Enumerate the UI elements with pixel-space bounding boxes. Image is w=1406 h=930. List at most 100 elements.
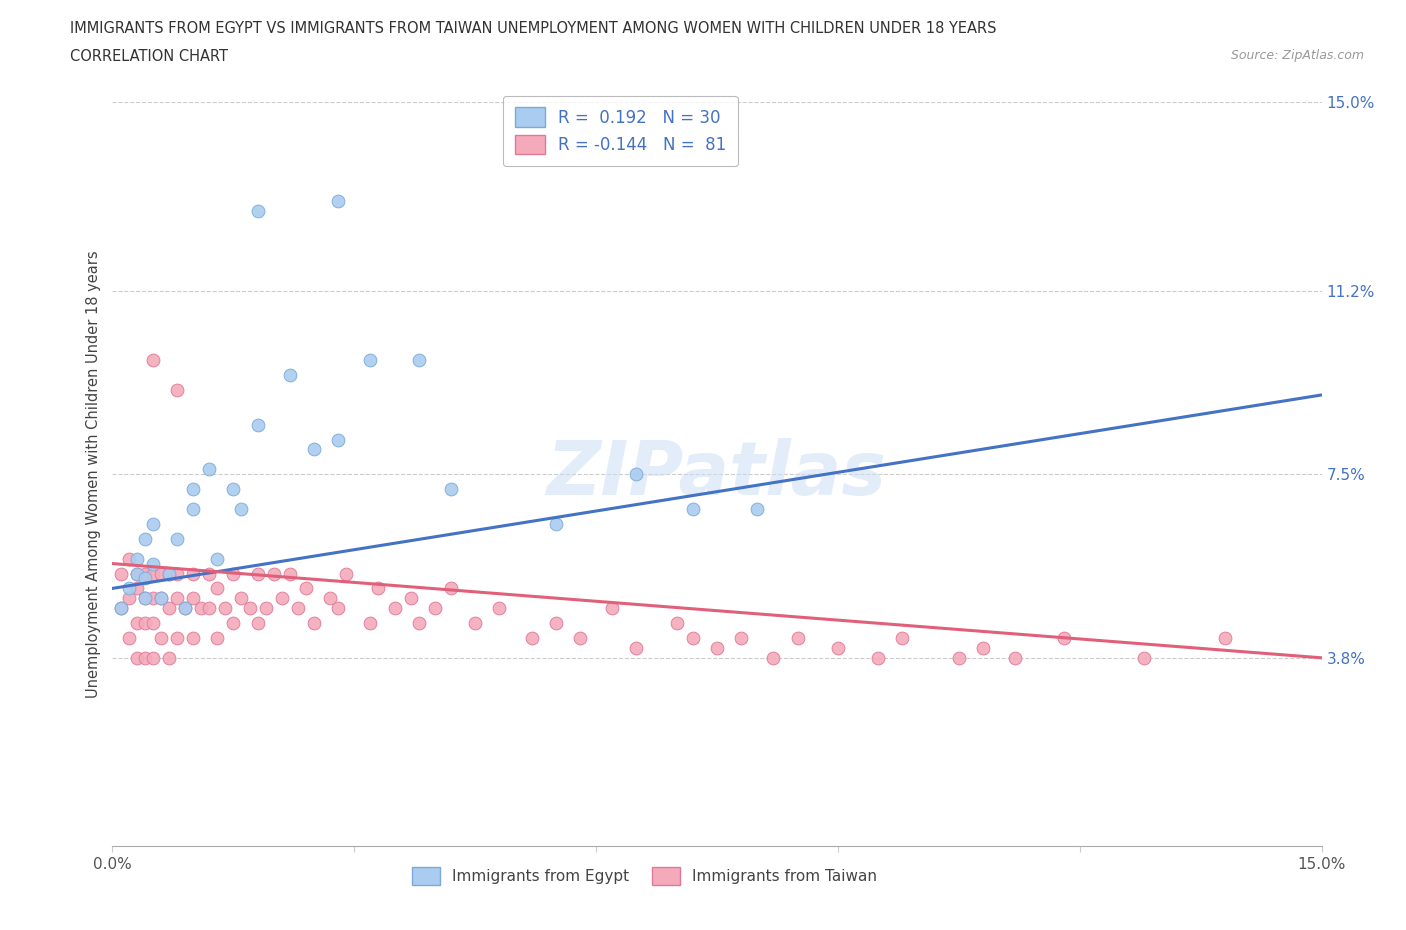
Point (464, 616, 486, 631)
Point (408, 616, 430, 631)
Point (157, 650, 180, 665)
Point (682, 631, 704, 645)
Point (166, 631, 188, 645)
Point (181, 591, 204, 605)
Point (157, 566, 180, 581)
Point (278, 367, 301, 382)
Point (302, 616, 325, 631)
Point (198, 462, 221, 477)
Point (157, 601, 180, 616)
Point (117, 631, 139, 645)
Text: ZIPatlas: ZIPatlas (547, 438, 887, 511)
Point (117, 591, 139, 605)
Point (181, 482, 204, 497)
Point (125, 581, 148, 596)
Point (117, 551, 139, 566)
Point (222, 616, 245, 631)
Point (181, 501, 204, 516)
Point (117, 581, 139, 596)
Point (125, 551, 148, 566)
Point (142, 556, 165, 571)
Point (134, 591, 156, 605)
Point (246, 616, 269, 631)
Point (891, 631, 914, 645)
Point (263, 566, 285, 581)
Point (1213, 631, 1236, 645)
Point (948, 650, 970, 665)
Point (125, 566, 148, 581)
Legend: Immigrants from Egypt, Immigrants from Taiwan: Immigrants from Egypt, Immigrants from T… (406, 861, 883, 891)
Y-axis label: Unemployment Among Women with Children Under 18 years: Unemployment Among Women with Children U… (86, 250, 101, 698)
Point (231, 501, 253, 516)
Point (110, 566, 132, 581)
Point (125, 650, 148, 665)
Point (134, 566, 156, 581)
Point (706, 641, 728, 656)
Point (149, 566, 172, 581)
Point (399, 591, 422, 605)
Point (181, 631, 204, 645)
Point (207, 631, 229, 645)
Point (207, 581, 229, 596)
Point (238, 601, 260, 616)
Point (423, 601, 446, 616)
Point (544, 516, 567, 531)
Point (134, 616, 156, 631)
Point (488, 601, 510, 616)
Point (222, 482, 245, 497)
Point (110, 601, 132, 616)
Point (302, 442, 325, 457)
Point (440, 581, 463, 596)
Point (157, 566, 180, 581)
Point (174, 601, 197, 616)
Point (134, 650, 156, 665)
Point (134, 591, 156, 605)
Point (328, 601, 350, 616)
Point (125, 616, 148, 631)
Point (328, 194, 350, 209)
Point (142, 591, 165, 605)
Point (319, 591, 342, 605)
Point (359, 616, 381, 631)
Point (134, 571, 156, 586)
Point (972, 641, 994, 656)
Point (149, 631, 172, 645)
Point (254, 601, 277, 616)
Point (270, 591, 292, 605)
Point (149, 591, 172, 605)
Point (730, 631, 752, 645)
Point (166, 382, 188, 397)
Point (665, 616, 688, 631)
Point (110, 601, 132, 616)
Point (166, 531, 188, 546)
Point (359, 352, 381, 367)
Point (134, 531, 156, 546)
Point (278, 566, 301, 581)
Point (626, 641, 648, 656)
Text: CORRELATION CHART: CORRELATION CHART (70, 49, 228, 64)
Point (125, 566, 148, 581)
Point (142, 352, 165, 367)
Point (166, 566, 188, 581)
Point (1133, 650, 1156, 665)
Point (198, 566, 221, 581)
Point (149, 591, 172, 605)
Point (142, 650, 165, 665)
Point (214, 601, 236, 616)
Point (181, 566, 204, 581)
Point (626, 467, 648, 482)
Point (827, 641, 849, 656)
Text: Source: ZipAtlas.com: Source: ZipAtlas.com (1230, 49, 1364, 62)
Point (747, 501, 769, 516)
Point (190, 601, 212, 616)
Point (207, 551, 229, 566)
Point (198, 601, 221, 616)
Point (142, 616, 165, 631)
Point (328, 432, 350, 447)
Point (287, 601, 309, 616)
Point (166, 591, 188, 605)
Point (142, 516, 165, 531)
Text: IMMIGRANTS FROM EGYPT VS IMMIGRANTS FROM TAIWAN UNEMPLOYMENT AMONG WOMEN WITH CH: IMMIGRANTS FROM EGYPT VS IMMIGRANTS FROM… (70, 21, 997, 36)
Point (868, 650, 890, 665)
Point (762, 650, 785, 665)
